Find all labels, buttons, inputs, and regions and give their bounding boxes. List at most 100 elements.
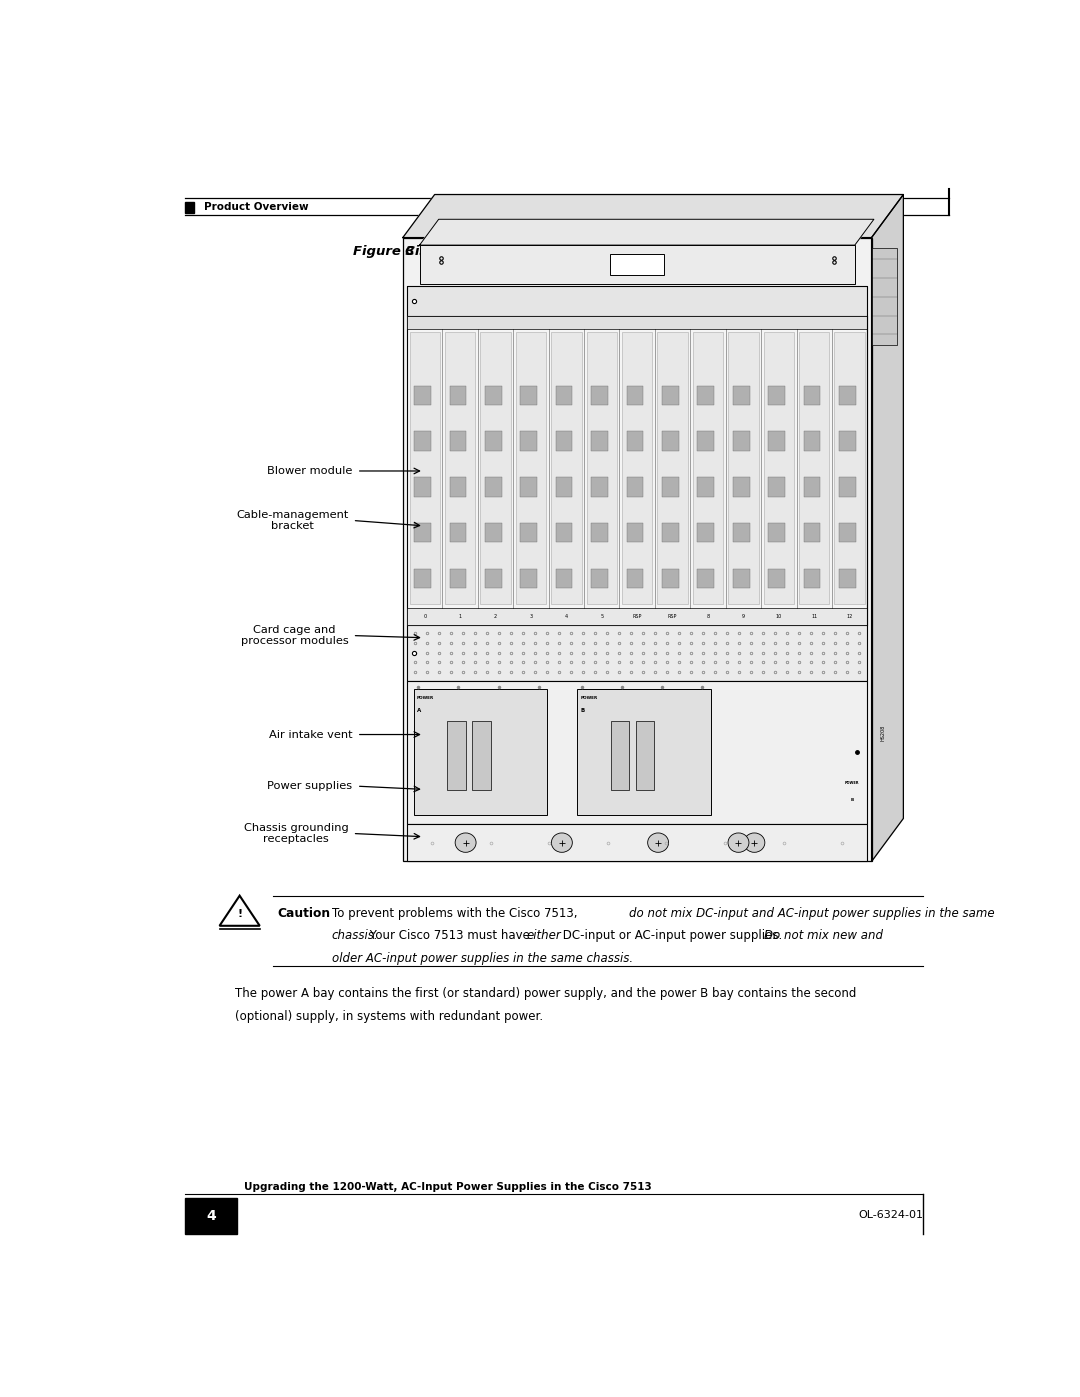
- Bar: [414, 386, 431, 405]
- Text: A: A: [417, 708, 421, 712]
- Bar: [414, 689, 548, 816]
- Text: Cable-management
bracket: Cable-management bracket: [237, 510, 349, 531]
- Bar: [521, 478, 537, 496]
- Bar: [556, 569, 572, 588]
- Ellipse shape: [728, 833, 748, 852]
- Bar: [662, 478, 678, 496]
- Bar: [839, 569, 855, 588]
- Bar: [591, 432, 608, 451]
- Bar: [485, 386, 501, 405]
- Bar: [556, 386, 572, 405]
- Bar: [516, 332, 546, 605]
- Text: Upgrading the 1200-Watt, AC-Input Power Supplies in the Cisco 7513: Upgrading the 1200-Watt, AC-Input Power …: [244, 1182, 651, 1192]
- Bar: [835, 332, 865, 605]
- Polygon shape: [403, 194, 903, 237]
- Text: 1: 1: [459, 613, 462, 619]
- Bar: [414, 432, 431, 451]
- Text: 9: 9: [742, 613, 745, 619]
- Text: 3: 3: [529, 613, 532, 619]
- Text: HS208: HS208: [881, 724, 886, 740]
- Text: 12: 12: [847, 613, 853, 619]
- Bar: [414, 569, 431, 588]
- Bar: [556, 522, 572, 542]
- Bar: [698, 432, 714, 451]
- Ellipse shape: [648, 833, 669, 852]
- Text: chassis.: chassis.: [332, 929, 378, 942]
- Bar: [521, 386, 537, 405]
- Text: 11: 11: [811, 613, 818, 619]
- Bar: [804, 432, 821, 451]
- Bar: [662, 569, 678, 588]
- Bar: [481, 332, 511, 605]
- Bar: [591, 478, 608, 496]
- Bar: [472, 721, 490, 791]
- Bar: [414, 522, 431, 542]
- Bar: [407, 680, 867, 824]
- Bar: [804, 386, 821, 405]
- Bar: [485, 432, 501, 451]
- Bar: [768, 386, 785, 405]
- Bar: [764, 332, 794, 605]
- Bar: [586, 332, 617, 605]
- Bar: [186, 201, 194, 214]
- Text: Power supplies: Power supplies: [268, 781, 352, 791]
- Text: To prevent problems with the Cisco 7513,: To prevent problems with the Cisco 7513,: [332, 907, 581, 919]
- Bar: [403, 237, 872, 862]
- Bar: [698, 522, 714, 542]
- Text: Do not mix new and: Do not mix new and: [764, 929, 882, 942]
- Text: RSP: RSP: [667, 613, 677, 619]
- Bar: [768, 478, 785, 496]
- Bar: [556, 432, 572, 451]
- Bar: [626, 432, 644, 451]
- Text: POWER: POWER: [845, 781, 860, 785]
- Bar: [591, 569, 608, 588]
- Bar: [733, 569, 750, 588]
- Bar: [768, 432, 785, 451]
- Bar: [407, 608, 867, 624]
- Polygon shape: [872, 194, 903, 862]
- Bar: [591, 386, 608, 405]
- Text: B: B: [851, 798, 854, 802]
- Bar: [733, 386, 750, 405]
- Bar: [799, 332, 829, 605]
- Bar: [636, 721, 654, 791]
- Bar: [622, 332, 652, 605]
- Bar: [449, 569, 467, 588]
- Bar: [578, 689, 711, 816]
- Bar: [449, 432, 467, 451]
- Bar: [447, 721, 465, 791]
- Text: 5: 5: [600, 613, 604, 619]
- Bar: [626, 522, 644, 542]
- Bar: [407, 824, 867, 862]
- Bar: [626, 478, 644, 496]
- Bar: [804, 478, 821, 496]
- Text: DC-input or AC-input power supplies.: DC-input or AC-input power supplies.: [558, 929, 785, 942]
- Bar: [521, 569, 537, 588]
- Bar: [485, 478, 501, 496]
- Bar: [521, 522, 537, 542]
- Bar: [804, 522, 821, 542]
- Polygon shape: [420, 219, 874, 244]
- Bar: [407, 316, 867, 624]
- Ellipse shape: [744, 833, 765, 852]
- Text: RSP: RSP: [633, 613, 642, 619]
- Bar: [662, 386, 678, 405]
- Text: B: B: [581, 708, 585, 712]
- Bar: [839, 522, 855, 542]
- Bar: [768, 569, 785, 588]
- Bar: [407, 286, 867, 316]
- Ellipse shape: [455, 833, 476, 852]
- Bar: [407, 316, 867, 330]
- Bar: [591, 522, 608, 542]
- Bar: [449, 386, 467, 405]
- Bar: [414, 478, 431, 496]
- Bar: [733, 478, 750, 496]
- Text: POWER: POWER: [417, 696, 434, 700]
- Bar: [839, 386, 855, 405]
- Bar: [407, 624, 867, 680]
- Bar: [698, 386, 714, 405]
- Bar: [186, 1199, 238, 1234]
- Bar: [626, 386, 644, 405]
- Text: do not mix DC-input and AC-input power supplies in the same: do not mix DC-input and AC-input power s…: [629, 907, 995, 919]
- Bar: [658, 332, 688, 605]
